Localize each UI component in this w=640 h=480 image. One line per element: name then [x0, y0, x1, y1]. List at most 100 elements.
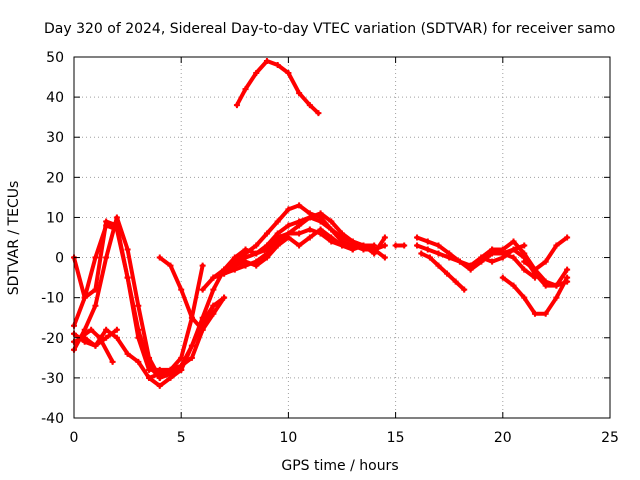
data-point — [564, 266, 571, 273]
data-point — [542, 282, 549, 289]
data-point — [542, 310, 549, 317]
data-point — [135, 326, 142, 333]
data-point — [210, 274, 217, 281]
data-point — [92, 342, 99, 349]
data-point — [424, 238, 431, 245]
data-point — [349, 238, 356, 245]
data-point — [392, 242, 399, 249]
data-point — [371, 250, 378, 257]
x-tick-label: 10 — [279, 430, 297, 446]
data-point — [296, 222, 303, 229]
data-point — [81, 326, 88, 333]
data-point — [306, 214, 313, 221]
data-point — [156, 370, 163, 377]
data-point — [542, 258, 549, 265]
data-point — [199, 314, 206, 321]
data-point — [96, 334, 103, 341]
data-point — [315, 110, 322, 117]
data-point — [521, 258, 528, 265]
data-point — [349, 246, 356, 253]
data-point — [360, 242, 367, 249]
x-tick-labels: 0 5 10 15 20 25 — [70, 430, 619, 446]
data-point — [401, 242, 408, 249]
data-point — [564, 234, 571, 241]
x-tick-label: 5 — [177, 430, 186, 446]
data-point — [317, 226, 324, 233]
y-tick-label: 30 — [46, 130, 64, 146]
data-point — [414, 234, 421, 241]
data-point — [531, 310, 538, 317]
data-point — [510, 246, 517, 253]
data-point — [253, 262, 260, 269]
data-point — [521, 266, 528, 273]
data-point — [435, 242, 442, 249]
data-point — [317, 210, 324, 217]
data-point — [210, 310, 217, 317]
data-point — [221, 270, 228, 277]
data-point — [156, 254, 163, 261]
data-point — [210, 302, 217, 309]
data-point — [285, 206, 292, 213]
data-point — [103, 326, 110, 333]
data-point — [103, 222, 110, 229]
data-point — [146, 374, 153, 381]
data-point — [109, 358, 116, 365]
data-point — [510, 254, 517, 261]
data-point — [553, 242, 560, 249]
data-point — [285, 70, 292, 77]
data-point — [274, 218, 281, 225]
data-point — [263, 58, 270, 65]
data-point — [178, 362, 185, 369]
data-point — [467, 262, 474, 269]
series-line-arc-21 — [522, 235, 570, 272]
y-tick-label: 20 — [46, 170, 64, 186]
data-point — [81, 338, 88, 345]
data-point — [285, 222, 292, 229]
data-point — [521, 294, 528, 301]
series-line-arc-13 — [234, 59, 321, 116]
data-point — [199, 326, 206, 333]
x-tick-label: 20 — [494, 430, 512, 446]
data-point — [274, 242, 281, 249]
data-point — [489, 246, 496, 253]
data-point — [146, 362, 153, 369]
plot-frame — [73, 56, 611, 419]
data-point — [499, 254, 506, 261]
data-point — [124, 274, 131, 281]
data-point — [188, 342, 195, 349]
data-point — [167, 374, 174, 381]
data-point — [499, 274, 506, 281]
data-point — [103, 254, 110, 261]
data-point — [553, 294, 560, 301]
data-point — [146, 354, 153, 361]
data-point — [296, 90, 303, 97]
data-point — [263, 230, 270, 237]
y-tick-label: 10 — [46, 210, 64, 226]
data-point — [461, 286, 468, 293]
data-point — [424, 246, 431, 253]
data-point — [221, 294, 228, 301]
x-tick-label: 0 — [70, 430, 79, 446]
data-point — [339, 242, 345, 249]
data-point — [188, 354, 195, 361]
data-point — [88, 326, 95, 333]
data-point — [510, 238, 517, 245]
y-tick-label: 50 — [46, 50, 64, 66]
series-line-arc-10 — [211, 211, 377, 280]
data-point — [381, 234, 388, 241]
data-point — [167, 262, 174, 269]
data-point — [231, 262, 238, 269]
data-point — [510, 282, 517, 289]
series-line-arc-03 — [72, 215, 227, 380]
data-point — [381, 254, 388, 261]
y-tick-label: -10 — [41, 291, 64, 307]
data-point — [253, 250, 260, 257]
data-point — [446, 254, 453, 261]
data-point — [199, 262, 206, 269]
data-point — [263, 246, 270, 253]
data-point — [253, 242, 260, 249]
data-point — [435, 262, 442, 269]
data-point — [124, 246, 131, 253]
data-point — [135, 358, 142, 365]
